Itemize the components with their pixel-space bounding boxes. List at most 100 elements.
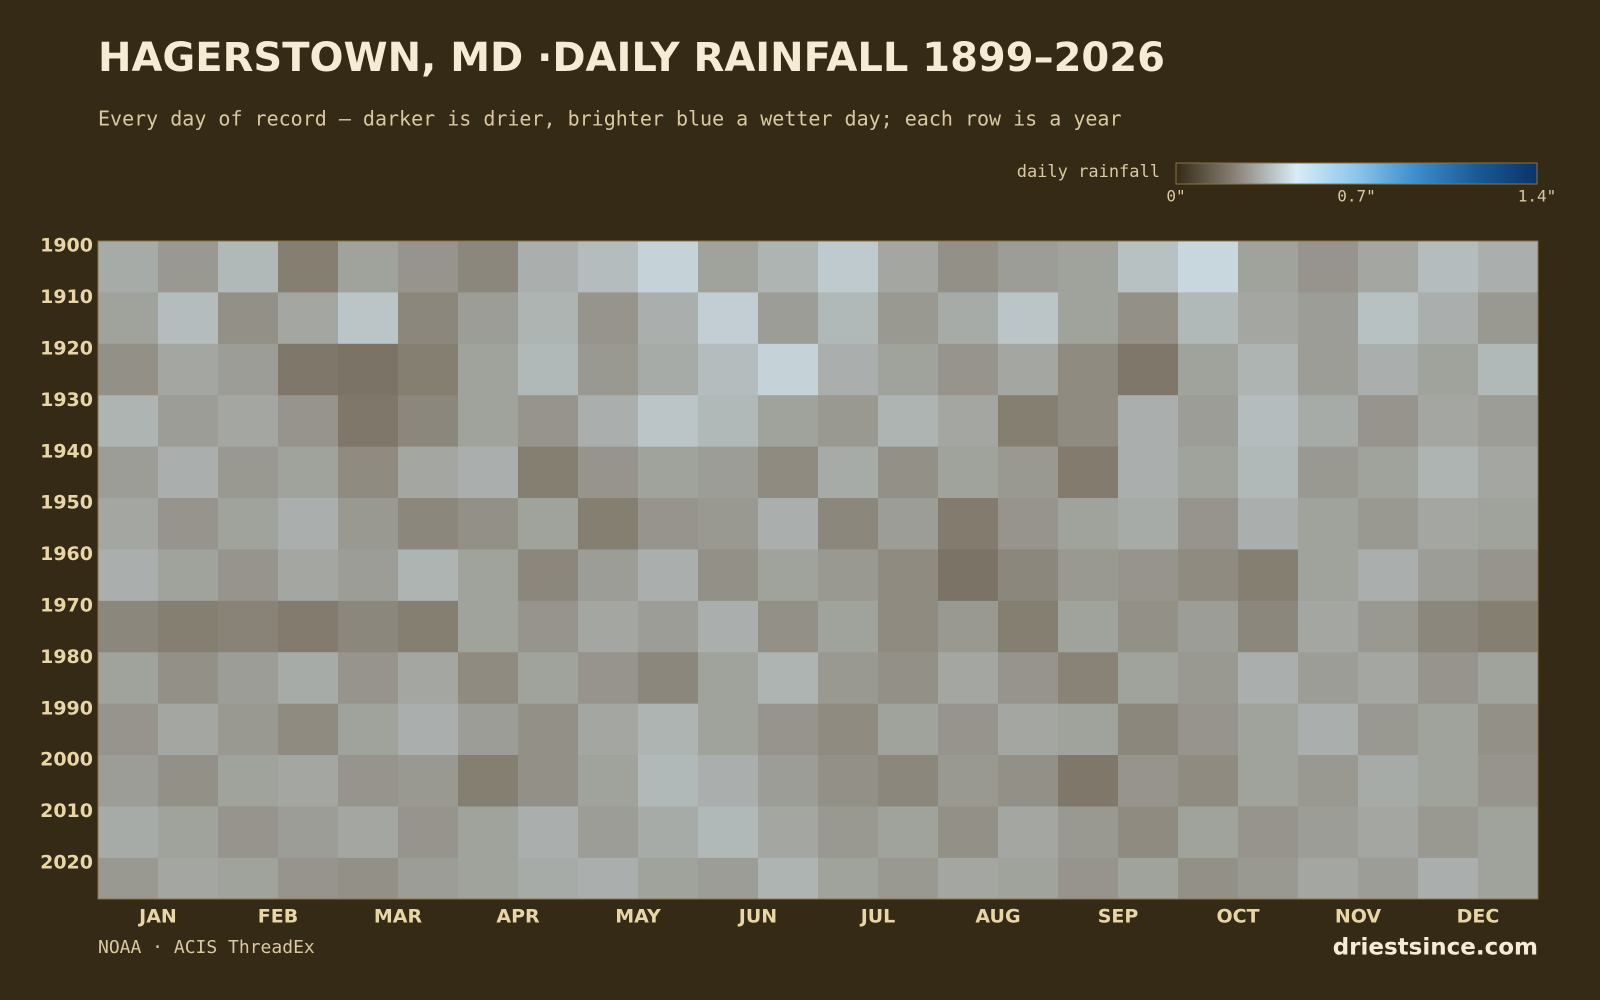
heatmap-cell <box>758 395 819 448</box>
heatmap-cell <box>1178 857 1239 900</box>
heatmap-cell <box>1058 857 1119 900</box>
heatmap-cell <box>818 857 879 900</box>
heatmap-cell <box>938 343 999 396</box>
heatmap-cell <box>698 703 759 756</box>
heatmap-cell <box>98 857 159 900</box>
heatmap-cell <box>1358 755 1419 807</box>
heatmap-cell <box>878 292 939 345</box>
heatmap-cell <box>218 241 279 293</box>
heatmap-cell <box>938 600 999 653</box>
heatmap-cell <box>1478 857 1539 900</box>
x-tick-label: DEC <box>1457 906 1500 928</box>
heatmap-cell <box>1238 343 1299 396</box>
heatmap-cell <box>758 806 819 859</box>
heatmap-cell <box>518 395 579 448</box>
heatmap-cell <box>158 292 219 345</box>
heatmap-cell <box>278 498 339 550</box>
heatmap-cell <box>638 806 699 859</box>
heatmap-cell <box>1418 446 1479 499</box>
heatmap-cell <box>1058 600 1119 653</box>
heatmap-cell <box>1418 806 1479 859</box>
heatmap-cell <box>398 241 459 293</box>
heatmap-cell <box>1058 343 1119 396</box>
heatmap-cell <box>518 600 579 653</box>
heatmap-cell <box>1298 446 1359 499</box>
heatmap-cell <box>818 652 879 705</box>
heatmap-cell <box>1418 600 1479 653</box>
heatmap-cell <box>1238 446 1299 499</box>
heatmap-cell <box>518 549 579 602</box>
heatmap-cell <box>98 703 159 756</box>
heatmap-cell <box>758 241 819 293</box>
y-tick-label: 2020 <box>40 852 93 874</box>
heatmap-cell <box>98 549 159 602</box>
heatmap-cell <box>1358 549 1419 602</box>
heatmap-cell <box>1118 652 1179 705</box>
heatmap-cell <box>1118 703 1179 756</box>
heatmap-cell <box>1418 343 1479 396</box>
heatmap-cell <box>638 446 699 499</box>
heatmap-cell <box>98 806 159 859</box>
heatmap-cell <box>1238 292 1299 345</box>
x-tick-label: APR <box>496 906 540 928</box>
heatmap-cell <box>98 600 159 653</box>
heatmap-cell <box>758 600 819 653</box>
heatmap-cell <box>698 600 759 653</box>
heatmap-cell <box>1058 498 1119 550</box>
y-tick-label: 1970 <box>40 594 93 616</box>
heatmap-cell <box>218 857 279 900</box>
heatmap-cell <box>1118 755 1179 807</box>
heatmap-cell <box>818 343 879 396</box>
y-tick-label: 1980 <box>40 646 93 668</box>
heatmap-cell <box>638 292 699 345</box>
heatmap-cell <box>278 652 339 705</box>
heatmap-cell <box>998 600 1059 653</box>
heatmap-cell <box>818 600 879 653</box>
heatmap-cell <box>1178 395 1239 448</box>
y-tick-label: 2000 <box>40 749 93 771</box>
heatmap-cell <box>278 806 339 859</box>
heatmap-cell <box>1478 292 1539 345</box>
heatmap-cell <box>938 806 999 859</box>
heatmap-cell <box>1478 755 1539 807</box>
heatmap-cell <box>758 292 819 345</box>
heatmap-cell <box>278 446 339 499</box>
heatmap-cell <box>1298 292 1359 345</box>
heatmap-cell <box>398 806 459 859</box>
heatmap-cell <box>878 857 939 900</box>
heatmap-cell <box>998 755 1059 807</box>
heatmap-cell <box>1358 652 1419 705</box>
heatmap-cell <box>398 343 459 396</box>
x-tick-label: JUL <box>859 906 896 928</box>
heatmap-cell <box>518 806 579 859</box>
heatmap-cell <box>938 549 999 602</box>
heatmap-cell <box>1058 703 1119 756</box>
heatmap-cell <box>1118 857 1179 900</box>
heatmap-cell <box>458 857 519 900</box>
heatmap-cell <box>458 755 519 807</box>
heatmap-cell <box>1358 292 1419 345</box>
source: NOAA · ACIS ThreadEx <box>98 937 315 958</box>
subtitle: Every day of record — darker is drier, b… <box>98 107 1122 131</box>
heatmap-cell <box>458 498 519 550</box>
heatmap-cell <box>1298 498 1359 550</box>
heatmap-cell <box>338 549 399 602</box>
heatmap-cell <box>638 498 699 550</box>
heatmap-cell <box>1298 652 1359 705</box>
heatmap-cell <box>1118 498 1179 550</box>
heatmap-cell <box>338 292 399 345</box>
heatmap-cell <box>938 292 999 345</box>
heatmap-cell <box>158 652 219 705</box>
heatmap-cell <box>518 703 579 756</box>
x-tick-label: MAR <box>374 906 423 928</box>
heatmap-cell <box>518 652 579 705</box>
heatmap-cell <box>1358 857 1419 900</box>
heatmap-cell <box>98 343 159 396</box>
heatmap-cell <box>758 703 819 756</box>
heatmap-cell <box>758 857 819 900</box>
heatmap-cell <box>1118 343 1179 396</box>
heatmap-cell <box>1478 600 1539 653</box>
heatmap-cell <box>98 652 159 705</box>
heatmap-cell <box>1418 549 1479 602</box>
